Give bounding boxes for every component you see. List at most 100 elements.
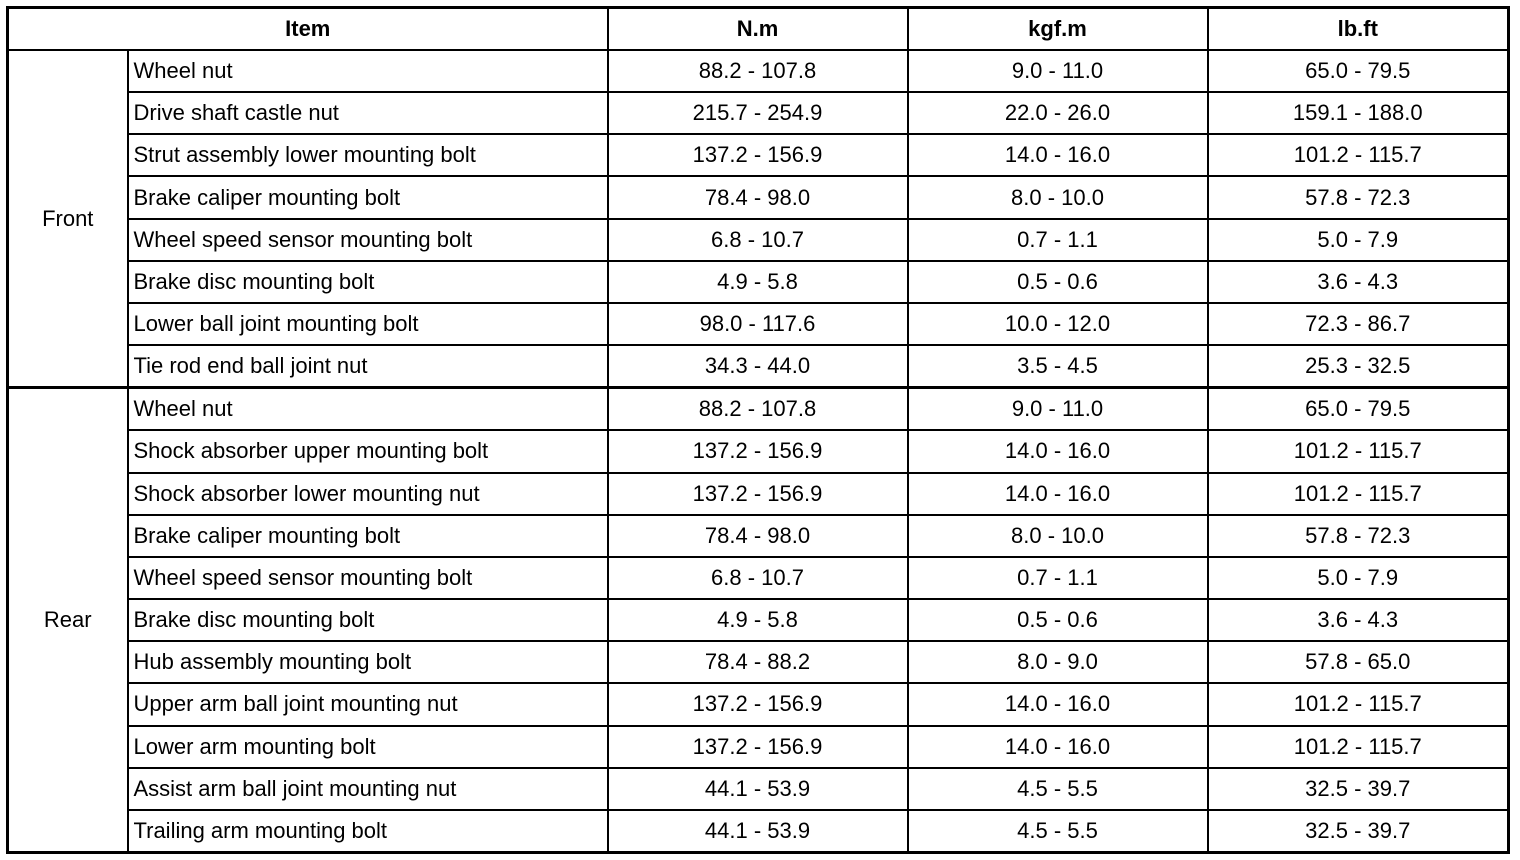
item-cell: Strut assembly lower mounting bolt — [126, 133, 609, 178]
value-cell: 0.5 - 0.6 — [906, 598, 1209, 643]
table-row: Rear Wheel nut 88.2 - 107.8 9.0 - 11.0 65.0 … — [6, 386, 1510, 854]
torque-table: Item N.m kgf.m lb.ft Front Wheel nut 88.2 … — [6, 6, 1510, 854]
value-cell: 32.5 - 39.7 — [1206, 808, 1510, 854]
value-cell: 14.0 - 16.0 — [906, 471, 1209, 516]
item-cell: Trailing arm mounting bolt — [126, 808, 609, 854]
value-cell: 25.3 - 32.5 — [1206, 344, 1510, 389]
item-cell: Upper arm ball joint mounting nut — [126, 682, 609, 727]
value-cell: 78.4 - 88.2 — [606, 640, 909, 685]
value-cell: 14.0 - 16.0 — [906, 682, 1209, 727]
value-cell: 78.4 - 98.0 — [606, 513, 909, 558]
value-cell: 0.7 - 1.1 — [906, 555, 1209, 601]
group-cell: Rear — [6, 386, 129, 854]
value-cell: 6.8 - 10.7 — [606, 217, 909, 262]
value-cell: 215.7 - 254.9 — [606, 91, 909, 136]
value-cell: 57.8 - 72.3 — [1206, 513, 1510, 558]
table-row: Brake disc mounting bolt 4.9 - 5.8 0.5 - 0… — [8, 259, 1510, 304]
table-row: Drive shaft castle nut 215.7 - 254.9 22.0 … — [8, 91, 1510, 136]
item-cell: Lower ball joint mounting bolt — [126, 301, 609, 347]
value-cell: 4.5 - 5.5 — [906, 766, 1209, 811]
value-cell: 3.5 - 4.5 — [906, 344, 1209, 389]
value-cell: 98.0 - 117.6 — [606, 301, 909, 347]
value-cell: 88.2 - 107.8 — [606, 48, 909, 94]
value-cell: 14.0 - 16.0 — [906, 133, 1209, 178]
table-row: Wheel speed sensor mounting bolt 6.8 - 10… — [8, 555, 1510, 601]
item-cell: Brake disc mounting bolt — [126, 598, 609, 643]
header-cell: Item — [6, 6, 609, 51]
value-cell: 65.0 - 79.5 — [1206, 386, 1510, 432]
table-row: Brake caliper mounting bolt 78.4 - 98.0 8.… — [8, 175, 1510, 220]
value-cell: 137.2 - 156.9 — [606, 429, 909, 474]
table-row: Tie rod end ball joint nut 34.3 - 44.0 3.5… — [8, 344, 1510, 389]
value-cell: 34.3 - 44.0 — [606, 344, 909, 389]
value-cell: 0.5 - 0.6 — [906, 259, 1209, 304]
value-cell: 8.0 - 10.0 — [906, 175, 1209, 220]
item-cell: Shock absorber upper mounting bolt — [126, 429, 609, 474]
value-cell: 65.0 - 79.5 — [1206, 48, 1510, 94]
value-cell: 101.2 - 115.7 — [1206, 724, 1510, 769]
table-row: Lower arm mounting bolt 137.2 - 156.9 14.0… — [8, 724, 1510, 769]
table-row: Lower ball joint mounting bolt 98.0 - 117… — [8, 301, 1510, 347]
value-cell: 5.0 - 7.9 — [1206, 555, 1510, 601]
value-cell: 101.2 - 115.7 — [1206, 471, 1510, 516]
item-cell: Shock absorber lower mounting nut — [126, 471, 609, 516]
header-row: Item N.m kgf.m lb.ft — [6, 6, 1510, 51]
header-cell: kgf.m — [906, 6, 1209, 51]
header-cell: lb.ft — [1206, 6, 1510, 51]
value-cell: 3.6 - 4.3 — [1206, 259, 1510, 304]
item-cell: Drive shaft castle nut — [126, 91, 609, 136]
value-cell: 10.0 - 12.0 — [906, 301, 1209, 347]
table-body: Front Wheel nut 88.2 - 107.8 9.0 - 11.0 65.0… — [6, 48, 1510, 854]
value-cell: 137.2 - 156.9 — [606, 724, 909, 769]
value-cell: 137.2 - 156.9 — [606, 471, 909, 516]
header-cell: N.m — [606, 6, 909, 51]
value-cell: 44.1 - 53.9 — [606, 766, 909, 811]
table-row: Shock absorber lower mounting nut 137.2 -… — [8, 471, 1510, 516]
group-cell: Front — [6, 49, 129, 389]
value-cell: 8.0 - 9.0 — [906, 640, 1209, 685]
item-cell: Wheel nut — [126, 48, 609, 94]
table-row: Shock absorber upper mounting bolt 137.2 … — [8, 429, 1510, 474]
value-cell: 22.0 - 26.0 — [906, 91, 1209, 136]
value-cell: 88.2 - 107.8 — [606, 386, 909, 432]
value-cell: 14.0 - 16.0 — [906, 724, 1209, 769]
table-row: Hub assembly mounting bolt 78.4 - 88.2 8.0… — [8, 640, 1510, 685]
item-cell: Tie rod end ball joint nut — [126, 344, 609, 389]
table-row: Brake disc mounting bolt 4.9 - 5.8 0.5 - 0… — [8, 598, 1510, 643]
item-cell: Lower arm mounting bolt — [126, 724, 609, 769]
value-cell: 4.9 - 5.8 — [606, 598, 909, 643]
table-row: Brake caliper mounting bolt 78.4 - 98.0 8.… — [8, 513, 1510, 558]
item-cell: Wheel speed sensor mounting bolt — [126, 555, 609, 601]
value-cell: 137.2 - 156.9 — [606, 133, 909, 178]
table-row: Upper arm ball joint mounting nut 137.2 -… — [8, 682, 1510, 727]
item-cell: Wheel nut — [126, 386, 609, 432]
value-cell: 101.2 - 115.7 — [1206, 133, 1510, 178]
value-cell: 0.7 - 1.1 — [906, 217, 1209, 262]
value-cell: 5.0 - 7.9 — [1206, 217, 1510, 262]
table-row: Front Wheel nut 88.2 - 107.8 9.0 - 11.0 65.0… — [6, 48, 1510, 389]
item-cell: Brake caliper mounting bolt — [126, 175, 609, 220]
value-cell: 8.0 - 10.0 — [906, 513, 1209, 558]
value-cell: 9.0 - 11.0 — [906, 386, 1209, 432]
item-cell: Brake disc mounting bolt — [126, 259, 609, 304]
value-cell: 57.8 - 72.3 — [1206, 175, 1510, 220]
table-row: Trailing arm mounting bolt 44.1 - 53.9 4.5… — [8, 808, 1510, 854]
item-cell: Hub assembly mounting bolt — [126, 640, 609, 685]
value-cell: 101.2 - 115.7 — [1206, 682, 1510, 727]
table-row: Assist arm ball joint mounting nut 44.1 -… — [8, 766, 1510, 811]
item-cell: Assist arm ball joint mounting nut — [126, 766, 609, 811]
table-row: Wheel speed sensor mounting bolt 6.8 - 10… — [8, 217, 1510, 262]
value-cell: 9.0 - 11.0 — [906, 48, 1209, 94]
value-cell: 32.5 - 39.7 — [1206, 766, 1510, 811]
item-cell: Brake caliper mounting bolt — [126, 513, 609, 558]
value-cell: 6.8 - 10.7 — [606, 555, 909, 601]
value-cell: 44.1 - 53.9 — [606, 808, 909, 854]
value-cell: 78.4 - 98.0 — [606, 175, 909, 220]
value-cell: 72.3 - 86.7 — [1206, 301, 1510, 347]
value-cell: 137.2 - 156.9 — [606, 682, 909, 727]
value-cell: 159.1 - 188.0 — [1206, 91, 1510, 136]
value-cell: 4.5 - 5.5 — [906, 808, 1209, 854]
value-cell: 14.0 - 16.0 — [906, 429, 1209, 474]
item-cell: Wheel speed sensor mounting bolt — [126, 217, 609, 262]
